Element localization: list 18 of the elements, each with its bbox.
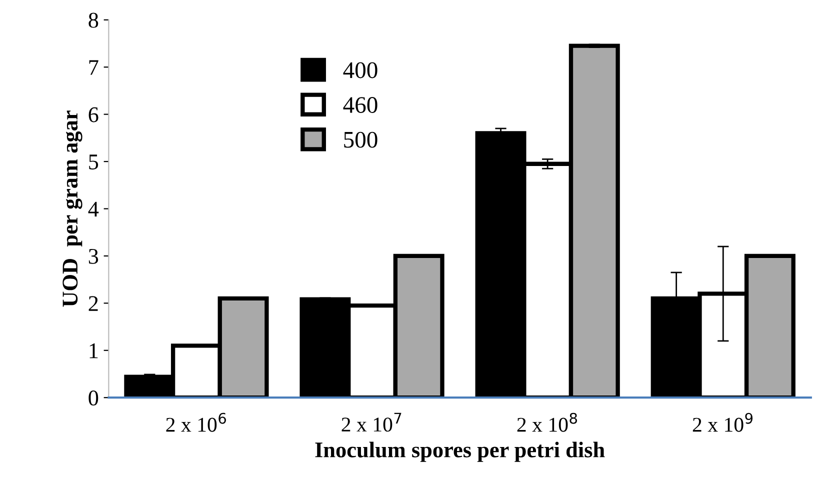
x-tick-label: 2 x 10$^{7}$ (342, 412, 402, 432)
x-axis-title: Inoculum spores per petri dish (315, 442, 605, 462)
x-tick-label: 2 x 10$^{9}$ (692, 412, 753, 432)
y-tick-label: 2 (88, 296, 98, 311)
legend-label: 460 (343, 97, 378, 113)
legend-label: 500 (344, 132, 378, 148)
y-tick-label: 8 (88, 12, 98, 28)
y-tick-label: 4 (88, 202, 99, 216)
legend-label: 400 (343, 62, 378, 78)
x-tick-label: 2 x 10$^{6}$ (166, 412, 226, 432)
y-tick-label: 1 (90, 343, 98, 358)
y-tick-label: 0 (88, 390, 98, 406)
y-tick-label: 5 (89, 154, 98, 170)
y-tick-label: 7 (89, 60, 98, 75)
y-tick-label: 6 (88, 107, 98, 122)
y-axis-title: UOD per gram agar (62, 110, 82, 307)
y-tick-label: 3 (88, 248, 98, 264)
x-tick-label: 2 x 10$^{8}$ (517, 412, 577, 432)
